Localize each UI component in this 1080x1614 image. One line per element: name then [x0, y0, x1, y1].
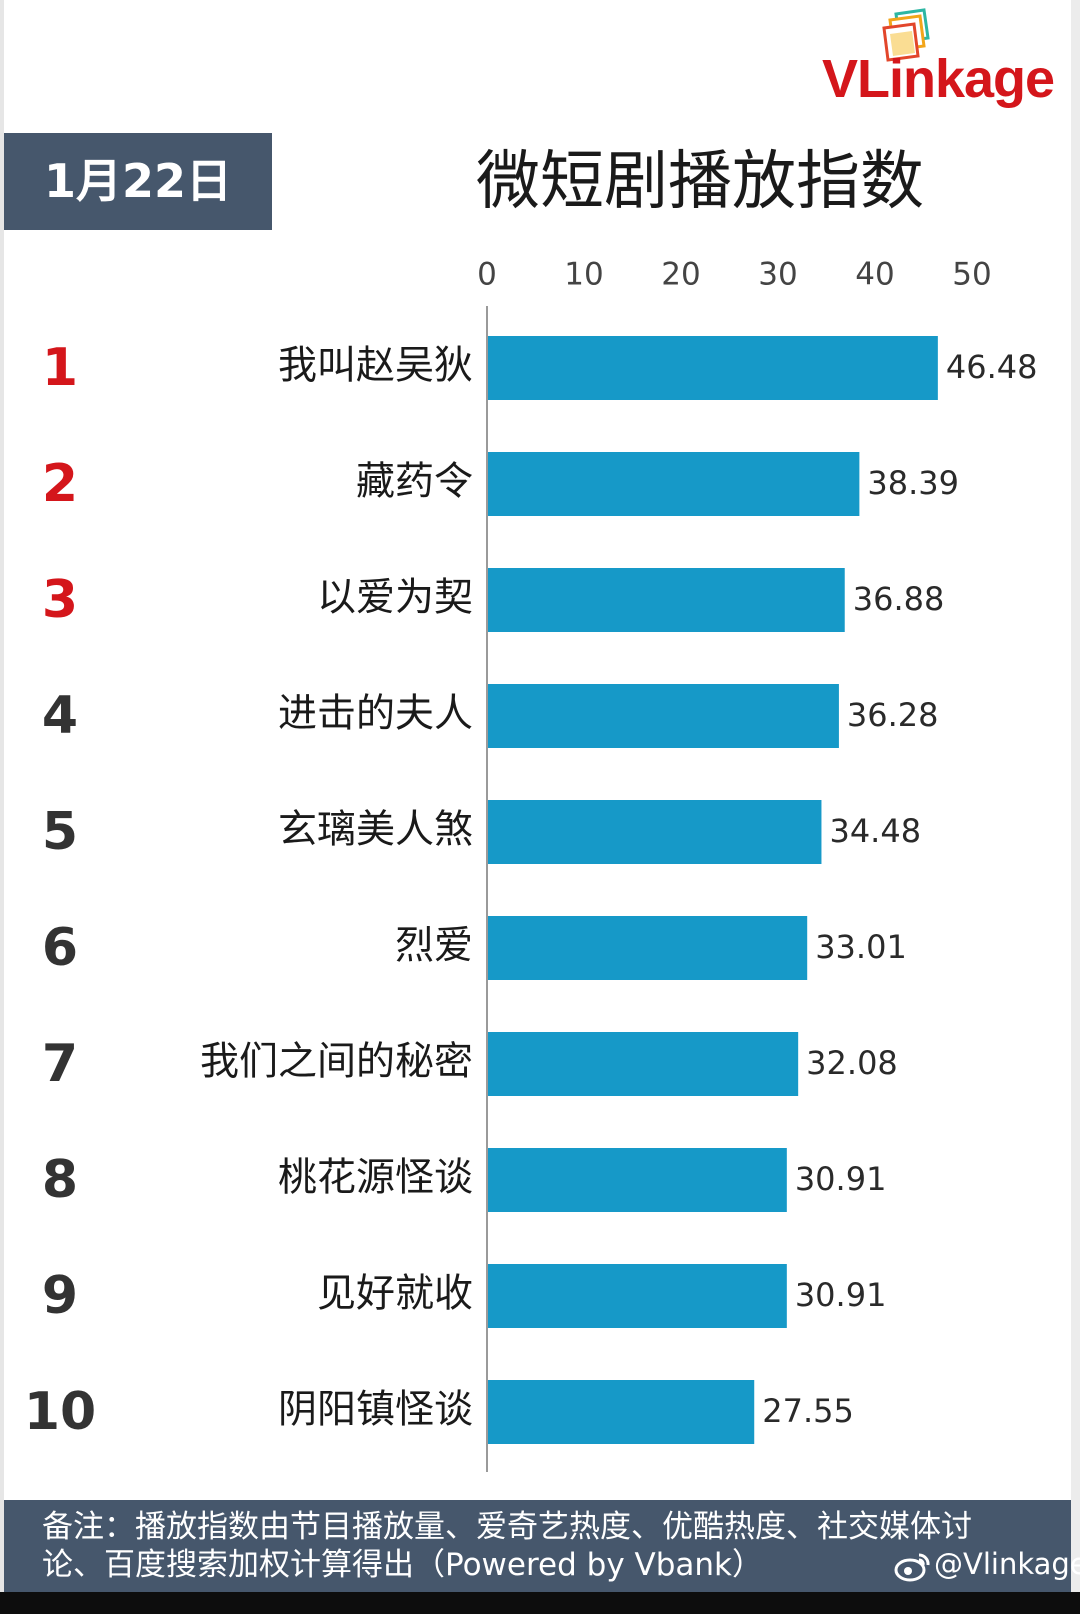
left-frame-edge — [0, 0, 4, 1614]
bar — [488, 1264, 787, 1328]
bar — [488, 1032, 799, 1096]
rank-label: 6 — [42, 918, 78, 978]
footer-note-line-1: 备注：播放指数由节目播放量、爱奇艺热度、优酷热度、社交媒体讨 — [42, 1509, 972, 1545]
bar-chart: 0 10 20 30 40 50 1 我叫赵吴狄 46.48 2 藏药令 38.39 3 以爱为契 36.8… — [24, 257, 1038, 1472]
weibo-icon — [894, 1553, 930, 1582]
weibo-handle-text: @Vlinkage — [934, 1547, 1080, 1581]
value-label: 46.48 — [946, 348, 1038, 386]
value-label: 34.48 — [829, 812, 921, 850]
bar — [488, 800, 822, 864]
bar — [488, 1148, 787, 1212]
x-tick-label: 0 — [477, 257, 497, 293]
logo-wordmark: VLinkage — [822, 49, 1055, 109]
bar — [488, 1380, 755, 1444]
category-label: 烈爱 — [395, 924, 473, 969]
category-label: 藏药令 — [356, 460, 473, 505]
x-tick-label: 10 — [564, 257, 603, 293]
value-label: 38.39 — [867, 464, 959, 502]
category-label: 桃花源怪谈 — [278, 1156, 473, 1201]
rank-label: 3 — [42, 570, 78, 630]
weibo-watermark: @Vlinkage — [894, 1544, 1080, 1584]
vlinkage-logo: VLinkage — [822, 8, 1074, 112]
bottom-system-bar — [0, 1592, 1080, 1614]
rank-label: 8 — [42, 1150, 78, 1210]
category-label: 我叫赵吴狄 — [278, 344, 473, 389]
value-label: 30.91 — [795, 1160, 887, 1198]
rank-label: 1 — [42, 338, 78, 398]
right-frame-edge — [1071, 0, 1080, 1614]
x-tick-label: 20 — [661, 257, 700, 293]
rank-label: 7 — [42, 1034, 78, 1094]
rank-label: 9 — [42, 1266, 78, 1326]
x-tick-label: 40 — [855, 257, 894, 293]
x-tick-label: 50 — [952, 257, 991, 293]
footer-note-line-2: 论、百度搜索加权计算得出（Powered by Vbank） — [42, 1547, 764, 1583]
value-label: 32.08 — [806, 1044, 898, 1082]
category-label: 进击的夫人 — [278, 692, 473, 737]
value-label: 27.55 — [762, 1392, 854, 1430]
footer-banner: 备注：播放指数由节目播放量、爱奇艺热度、优酷热度、社交媒体讨 论、百度搜索加权计… — [4, 1500, 1080, 1592]
value-label: 33.01 — [815, 928, 907, 966]
footer-note: 备注：播放指数由节目播放量、爱奇艺热度、优酷热度、社交媒体讨 论、百度搜索加权计… — [42, 1508, 1042, 1584]
value-label: 30.91 — [795, 1276, 887, 1314]
rank-label: 5 — [42, 802, 78, 862]
bar — [488, 916, 808, 980]
rank-label: 4 — [42, 686, 78, 746]
rank-label: 2 — [42, 454, 78, 514]
bar — [488, 568, 845, 632]
bar — [488, 452, 860, 516]
category-label: 玄璃美人煞 — [278, 808, 473, 853]
category-label: 阴阳镇怪谈 — [278, 1388, 473, 1433]
logo-emblem-icon — [882, 8, 930, 62]
chart-title: 微短剧播放指数 — [476, 145, 924, 219]
rank-label: 10 — [24, 1382, 96, 1442]
date-label: 1月22日 — [43, 154, 233, 208]
bar — [488, 336, 938, 400]
bar — [488, 684, 839, 748]
value-label: 36.88 — [853, 580, 945, 618]
category-label: 见好就收 — [317, 1272, 473, 1317]
value-label: 36.28 — [847, 696, 939, 734]
category-label: 我们之间的秘密 — [200, 1040, 473, 1085]
x-tick-label: 30 — [758, 257, 797, 293]
category-label: 以爱为契 — [317, 576, 473, 621]
date-badge: 1月22日 — [4, 133, 272, 230]
